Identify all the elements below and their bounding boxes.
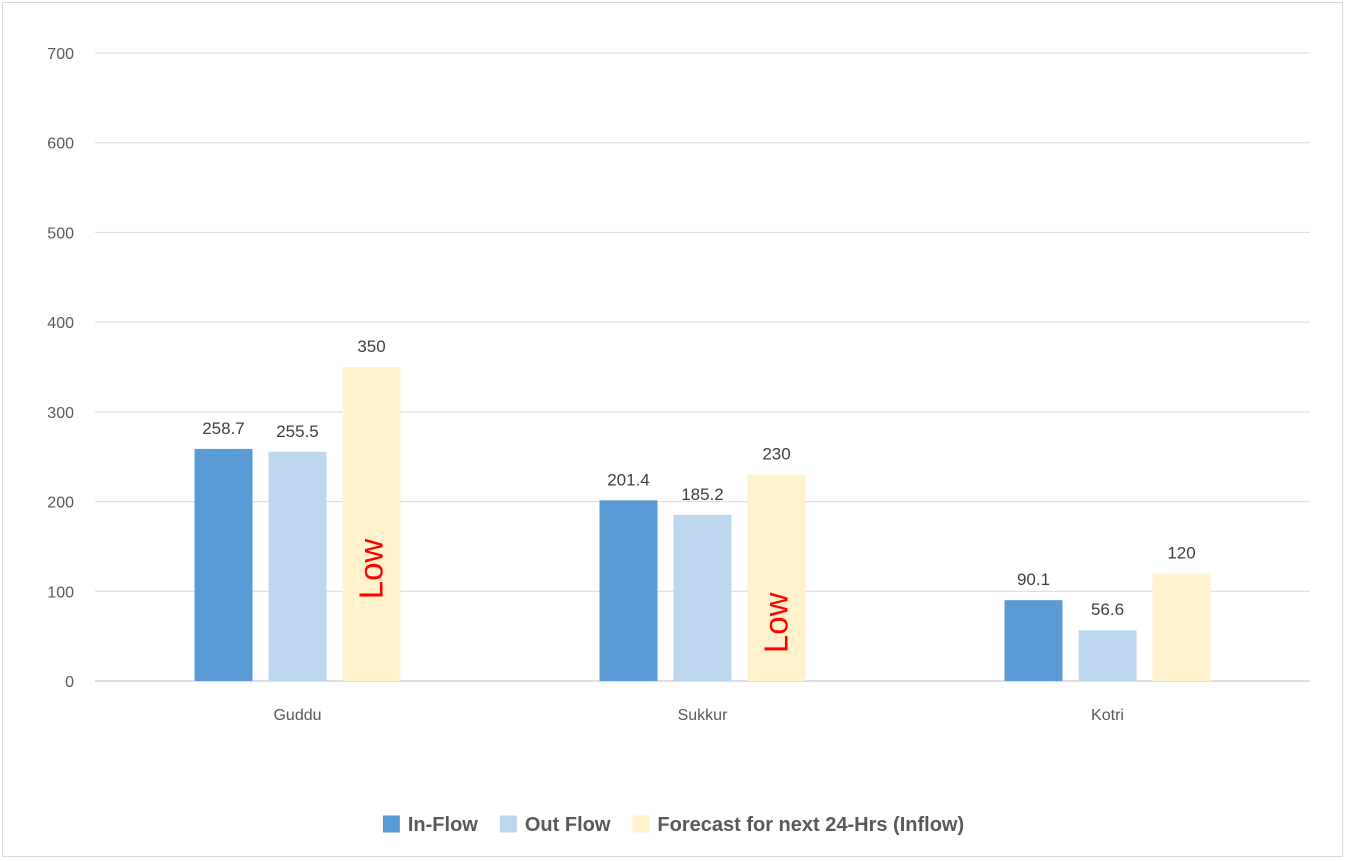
- data-labels: 258.7 255.5 350 201.4 185.2 230 90.1 56.6 120: [202, 337, 1195, 619]
- bar-sukkur-series-1: [599, 500, 658, 681]
- data-label: 230: [762, 445, 790, 464]
- bars: [194, 367, 1211, 681]
- legend: In-Flow Out Flow Forecast for next 24-Hrs …: [382, 814, 964, 836]
- data-label: 56.6: [1091, 600, 1124, 619]
- y-tick-label: 500: [47, 225, 74, 242]
- legend-swatch: [632, 815, 650, 833]
- y-tick-label: 0: [65, 674, 74, 691]
- data-label: 120: [1167, 543, 1195, 562]
- bar-sukkur-series-3: [747, 474, 806, 681]
- x-category-label: Guddu: [273, 707, 321, 724]
- bar-guddu-series-1: [194, 448, 253, 681]
- data-label: 258.7: [202, 419, 245, 438]
- low-annotation: Low: [353, 539, 390, 600]
- y-tick-label: 100: [47, 584, 74, 601]
- legend-label: Forecast for next 24-Hrs (Inflow): [657, 814, 964, 836]
- data-label: 201.4: [607, 470, 650, 489]
- data-label: 90.1: [1017, 570, 1050, 589]
- data-label: 255.5: [276, 422, 319, 441]
- legend-swatch: [499, 815, 517, 833]
- y-axis-ticks: 0 100 200 300 400 500 600 700: [47, 46, 74, 691]
- y-tick-label: 600: [47, 136, 74, 153]
- legend-label: In-Flow: [408, 814, 478, 836]
- legend-label: Out Flow: [525, 814, 611, 836]
- legend-swatch: [382, 815, 400, 833]
- bar-sukkur-series-2: [673, 514, 732, 681]
- x-category-label: Sukkur: [678, 707, 728, 724]
- x-category-label: Kotri: [1091, 707, 1124, 724]
- bar-kotri-series-2: [1078, 630, 1137, 681]
- x-axis-categories: Guddu Sukkur Kotri: [273, 707, 1123, 724]
- bar-guddu-series-3: [342, 367, 401, 681]
- y-tick-label: 200: [47, 495, 74, 512]
- data-label: 350: [357, 337, 385, 356]
- y-tick-label: 400: [47, 315, 74, 332]
- annotations: Low Low: [353, 539, 795, 654]
- y-tick-label: 300: [47, 405, 74, 422]
- bar-guddu-series-2: [268, 451, 327, 681]
- bar-kotri-series-1: [1004, 600, 1063, 681]
- low-annotation: Low: [758, 592, 795, 653]
- bar-kotri-series-3: [1152, 573, 1211, 681]
- data-label: 185.2: [681, 485, 724, 504]
- y-tick-label: 700: [47, 46, 74, 63]
